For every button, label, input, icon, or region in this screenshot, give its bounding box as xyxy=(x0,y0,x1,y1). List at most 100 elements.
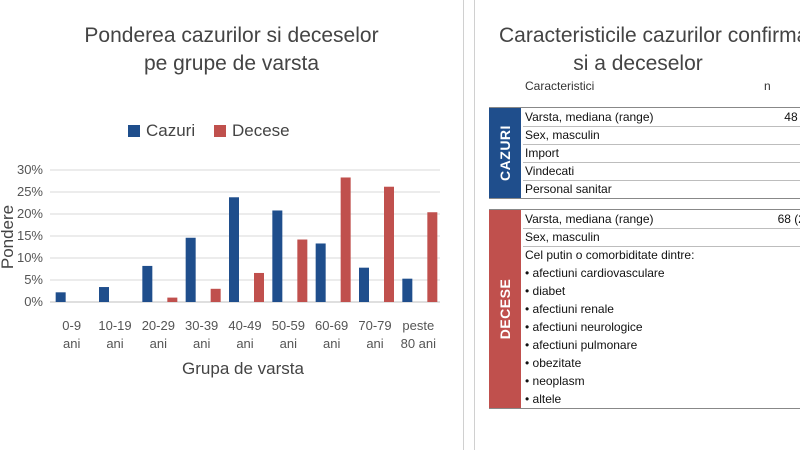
cazuri-band: CAZURI xyxy=(489,108,521,198)
y-tick-label: 25% xyxy=(17,184,43,199)
x-tick-label: 30-39 xyxy=(185,318,218,333)
x-tick-label: 70-79 xyxy=(358,318,391,333)
row-value: 129 xyxy=(723,338,800,352)
row-label: Import xyxy=(525,146,560,160)
x-tick-label: 60-69 xyxy=(315,318,348,333)
column-header-characteristics: Caracteristici xyxy=(525,79,595,93)
y-axis-label: Pondere xyxy=(0,205,17,269)
row-value: 496 xyxy=(723,230,800,244)
row-label: • afectiuni pulmonare xyxy=(525,338,638,352)
table-row: Varsta, mediana (range) 68 (20-98) xyxy=(523,210,800,229)
cazuri-band-label: CAZURI xyxy=(497,125,513,181)
table-row: • afectiuni pulmonare 129 xyxy=(523,336,800,354)
grid-layer xyxy=(50,169,440,303)
table-row: Sex, masculin 6014 xyxy=(523,126,800,145)
y-tick-label: 15% xyxy=(17,228,43,243)
table-panel: Caracteristicile cazurilor confirmate si… xyxy=(474,0,800,450)
table-row: Personal sanitar 1771 xyxy=(523,180,800,198)
row-label: • diabet xyxy=(525,284,566,298)
legend-cazuri-swatch xyxy=(128,125,140,137)
row-value: 454 xyxy=(723,266,800,280)
bar-cazuri xyxy=(229,197,239,302)
table-row: Vindecati 4869 xyxy=(523,162,800,181)
row-value: 4869 xyxy=(723,164,800,178)
row-label: • altele xyxy=(525,392,562,406)
bar-layer xyxy=(55,177,438,302)
bar-decese xyxy=(167,297,178,302)
table-row: • afectiuni renale 145 xyxy=(523,300,800,318)
x-tick-label: ani xyxy=(366,336,383,351)
bar-cazuri xyxy=(185,237,196,302)
row-value: 68 (20-98) xyxy=(777,212,800,226)
legend-decese: Decese xyxy=(214,121,290,141)
bar-decese xyxy=(210,288,221,302)
x-axis-label: Grupa de varsta xyxy=(182,359,304,378)
row-label: • afectiuni neurologice xyxy=(525,320,643,334)
x-tick-label: ani xyxy=(280,336,297,351)
x-tick-label: ani xyxy=(150,336,167,351)
row-label: • afectiuni renale xyxy=(525,302,614,316)
bar-cazuri xyxy=(55,292,66,302)
bar-cazuri xyxy=(359,267,369,302)
decese-group: DECESE Varsta, mediana (range) 68 (20-98)… xyxy=(489,209,800,409)
y-tick-label: 5% xyxy=(24,272,43,287)
row-value: 130 xyxy=(723,392,800,406)
bar-cazuri xyxy=(142,265,153,302)
legend-cazuri: Cazuri xyxy=(128,121,195,141)
y-tick-layer: 0% 5% 10% 15% 20% 25% 30% xyxy=(17,162,43,309)
x-tick-label: ani xyxy=(63,336,80,351)
row-value: 243 xyxy=(723,284,800,298)
row-label: Personal sanitar xyxy=(525,182,612,196)
table-row: • altele 130 xyxy=(523,390,800,408)
bar-decese xyxy=(297,239,308,302)
row-value: 145 xyxy=(723,302,800,316)
table-row: • afectiuni neurologice 145 xyxy=(523,318,800,336)
row-value: 145 xyxy=(723,320,800,334)
chart-panel: Ponderea cazurilor si deceselor pe grupe… xyxy=(0,0,464,450)
x-tick-label: 20-29 xyxy=(142,318,175,333)
x-tick-label: ani xyxy=(323,336,340,351)
row-label: Vindecati xyxy=(525,164,575,178)
cazuri-group: CAZURI Varsta, mediana (range) 48 (0-99) S… xyxy=(489,107,800,199)
row-label: Sex, masculin xyxy=(525,128,600,142)
x-tick-label: 80 ani xyxy=(401,336,437,351)
y-tick-label: 0% xyxy=(24,294,43,309)
bar-cazuri xyxy=(315,243,326,302)
bar-decese xyxy=(254,272,264,302)
bar-decese xyxy=(427,212,438,302)
table-row: • diabet 243 xyxy=(523,282,800,300)
row-value: 1771 xyxy=(723,182,800,196)
x-tick-label: 40-49 xyxy=(228,318,261,333)
table-row: • neoplasm 73 xyxy=(523,372,800,390)
x-tick-label: peste xyxy=(402,318,434,333)
decese-band: DECESE xyxy=(489,210,521,408)
x-tick-label: ani xyxy=(106,336,123,351)
chart-title-line1: Ponderea cazurilor si deceselor xyxy=(84,24,379,47)
row-label: • afectiuni cardiovasculare xyxy=(525,266,665,280)
bar-cazuri xyxy=(272,210,283,302)
row-value: 73 xyxy=(723,374,800,388)
legend-decese-label: Decese xyxy=(232,121,290,140)
y-tick-label: 20% xyxy=(17,206,43,221)
row-label: Sex, masculin xyxy=(525,230,600,244)
bar-cazuri xyxy=(99,287,109,302)
table-row: Import 478 xyxy=(523,144,800,163)
row-label: Cel putin o comorbiditate dintre: xyxy=(525,248,695,262)
table-row: • obezitate 114 xyxy=(523,354,800,372)
x-tick-label: 10-19 xyxy=(98,318,131,333)
row-label: • obezitate xyxy=(525,356,582,370)
decese-band-label: DECESE xyxy=(497,278,513,340)
row-value: 114 xyxy=(723,356,800,370)
x-tick-label: 0-9 xyxy=(62,318,81,333)
legend-decese-swatch xyxy=(214,125,226,137)
table-row: Cel putin o comorbiditate dintre: xyxy=(523,246,800,264)
x-tick-label: 50-59 xyxy=(272,318,305,333)
row-value: 6014 xyxy=(723,128,800,142)
row-value: 478 xyxy=(723,146,800,160)
row-label: Varsta, mediana (range) xyxy=(525,110,654,124)
row-label: Varsta, mediana (range) xyxy=(525,212,654,226)
row-label: • neoplasm xyxy=(525,374,585,388)
bar-decese xyxy=(340,177,351,302)
table-title-line1: Caracteristicile cazurilor confirmate xyxy=(499,24,800,47)
bar-chart: 0-9 ani 10-19 ani 20-29 ani 30-39 ani 40-49 ani 50… xyxy=(0,162,440,378)
